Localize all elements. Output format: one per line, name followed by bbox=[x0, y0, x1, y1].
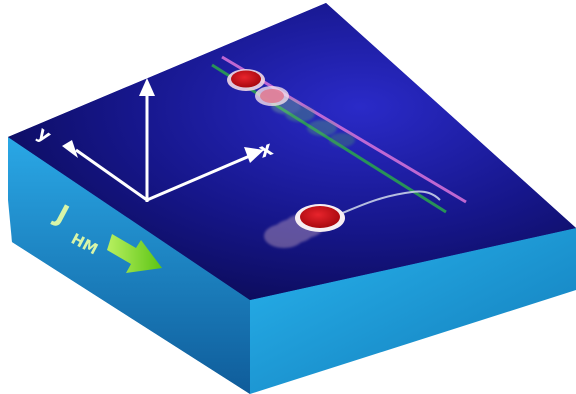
skyrmion-trajectory bbox=[339, 190, 441, 215]
skyrmion-ghost bbox=[260, 89, 284, 103]
track-skyrmions bbox=[227, 69, 289, 106]
film-slab bbox=[8, 3, 576, 394]
slab-right-face bbox=[250, 228, 576, 394]
skyrmion-core bbox=[231, 70, 261, 88]
current-direction-arrow bbox=[107, 234, 162, 273]
y-axis bbox=[75, 148, 148, 202]
slab-left-face bbox=[8, 137, 250, 394]
z-axis-arrowhead bbox=[139, 78, 155, 96]
coordinate-axes bbox=[62, 78, 264, 202]
y-axis-arrowhead bbox=[62, 140, 78, 158]
x-axis-arrowhead bbox=[244, 147, 264, 163]
x-axis bbox=[146, 153, 253, 202]
slab-top-face-overlay bbox=[8, 3, 576, 300]
z-axis-label: z bbox=[138, 47, 150, 71]
skyrmion-core bbox=[300, 206, 340, 228]
moving-skyrmion bbox=[264, 204, 345, 248]
